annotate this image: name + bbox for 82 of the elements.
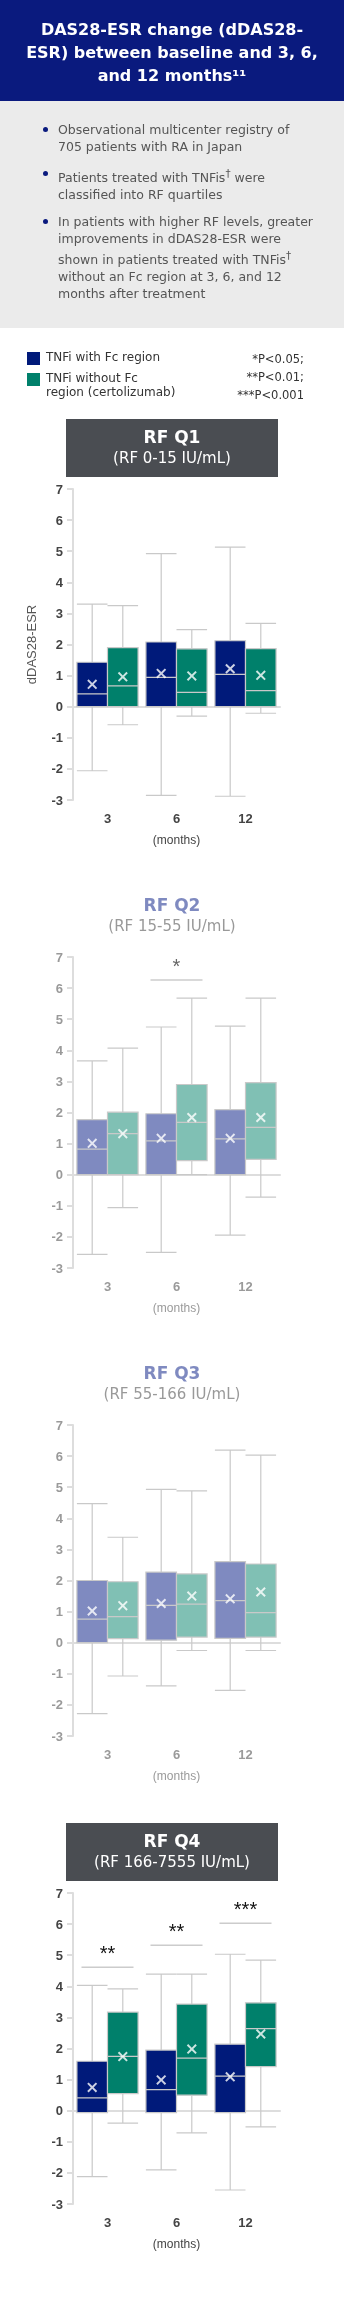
y-tick-label: -1 <box>51 1666 63 1682</box>
x-axis-title: (months) <box>152 1301 201 1316</box>
y-tick-label: 3 <box>55 606 63 622</box>
y-tick-label: 0 <box>55 2103 63 2119</box>
y-tick-label: 1 <box>55 668 63 684</box>
x-tick-label: 12 <box>238 1747 253 1763</box>
legend-label: TNFi without Fc region (certolizumab) <box>46 371 177 400</box>
y-tick-label: 4 <box>55 1043 64 1059</box>
x-tick-label: 12 <box>238 1279 253 1295</box>
y-tick-label: -2 <box>51 1697 63 1713</box>
y-tick-label: 6 <box>55 1448 63 1464</box>
y-tick-label: -3 <box>51 792 63 808</box>
x-axis-title: (months) <box>152 1769 201 1784</box>
y-tick-label: -2 <box>51 761 63 777</box>
y-tick-label: 0 <box>55 1635 63 1651</box>
y-tick-label: 5 <box>55 1012 63 1028</box>
chart-title: RF Q1 <box>142 427 202 449</box>
text: *P<0.05; <box>251 351 304 369</box>
y-tick-label: 2 <box>55 2041 63 2057</box>
text: **P<0.01; <box>245 369 304 387</box>
text: Patients treated with TNFis$^{†}$ were classified into RF quartiles <box>58 166 267 204</box>
y-tick-label: 3 <box>55 2010 63 2026</box>
x-tick-label: 3 <box>103 1747 112 1763</box>
x-tick-label: 3 <box>103 2215 112 2231</box>
y-tick-label: -3 <box>51 2196 63 2212</box>
y-tick-label: 3 <box>55 1542 63 1558</box>
y-tick-label: -2 <box>51 2165 63 2181</box>
y-tick-label: 6 <box>55 512 63 528</box>
y-tick-label: 5 <box>55 544 63 560</box>
x-axis-title: (months) <box>152 833 201 848</box>
y-tick-label: 7 <box>55 481 63 497</box>
y-tick-label: 5 <box>55 1948 63 1964</box>
x-tick-label: 12 <box>238 811 253 827</box>
y-tick-label: 2 <box>55 637 63 653</box>
y-tick-label: 5 <box>55 1480 63 1496</box>
y-tick-label: 1 <box>55 1604 63 1620</box>
x-axis-title: (months) <box>152 2237 201 2252</box>
chart-subtitle: (RF 55-166 IU/mL) <box>102 1384 242 1406</box>
y-tick-label: 7 <box>55 1417 63 1433</box>
chart-title: RF Q2 <box>142 895 202 917</box>
y-tick-label: 2 <box>55 1105 63 1121</box>
y-axis-title: dDAS28-ESR <box>24 605 39 685</box>
y-tick-label: 0 <box>55 699 63 715</box>
annotation: * <box>172 955 181 978</box>
y-tick-label: 1 <box>55 2072 63 2088</box>
text: Observational multicenter registry of 705 patients with RA in Japan <box>58 121 291 155</box>
x-tick-label: 12 <box>238 2215 253 2231</box>
y-tick-label: -3 <box>51 1728 63 1744</box>
chart-subtitle: (RF 166-7555 IU/mL) <box>93 1852 251 1874</box>
x-tick-label: 3 <box>103 1279 112 1295</box>
y-tick-label: -1 <box>51 2134 63 2150</box>
y-tick-label: 6 <box>55 1916 63 1932</box>
y-tick-label: 6 <box>55 980 63 996</box>
x-tick-label: 6 <box>172 2215 181 2231</box>
chart-title: RF Q3 <box>142 1363 202 1385</box>
chart-subtitle: (RF 15-55 IU/mL) <box>107 916 237 938</box>
chart-subtitle: (RF 0-15 IU/mL) <box>112 448 232 470</box>
x-tick-label: 6 <box>172 1747 181 1763</box>
text: DAS28-ESR change (dDAS28-ESR) between baseline and 3, 6, and 12 months¹¹ <box>0 0 344 101</box>
y-tick-label: -1 <box>51 730 63 746</box>
text: ***P<0.001 <box>237 387 304 405</box>
y-tick-label: -2 <box>51 1229 63 1245</box>
y-tick-label: 4 <box>55 1979 64 1995</box>
y-tick-label: -1 <box>51 1198 63 1214</box>
annotation: *** <box>233 1898 258 1921</box>
y-tick-label: 2 <box>55 1573 63 1589</box>
annotation: ** <box>99 1942 116 1965</box>
annotation: ** <box>168 1920 185 1943</box>
x-tick-label: 3 <box>103 811 112 827</box>
y-tick-label: 7 <box>55 1885 63 1901</box>
y-tick-label: 0 <box>55 1167 63 1183</box>
y-tick-label: -3 <box>51 1260 63 1276</box>
x-tick-label: 6 <box>172 811 181 827</box>
x-tick-label: 6 <box>172 1279 181 1295</box>
text: In patients with higher RF levels, greater improvements in dDAS28-ESR were shown in patients treated with TNFis$^{†}$ without an Fc region at 3, 6, and 12 months after treatment <box>58 213 314 303</box>
legend-label: TNFi with Fc region <box>46 350 161 365</box>
y-tick-label: 3 <box>55 1074 63 1090</box>
y-tick-label: 7 <box>55 949 63 965</box>
y-tick-label: 1 <box>55 1136 63 1152</box>
chart-title: RF Q4 <box>142 1831 202 1853</box>
y-tick-label: 4 <box>55 575 64 591</box>
y-tick-label: 4 <box>55 1511 64 1527</box>
